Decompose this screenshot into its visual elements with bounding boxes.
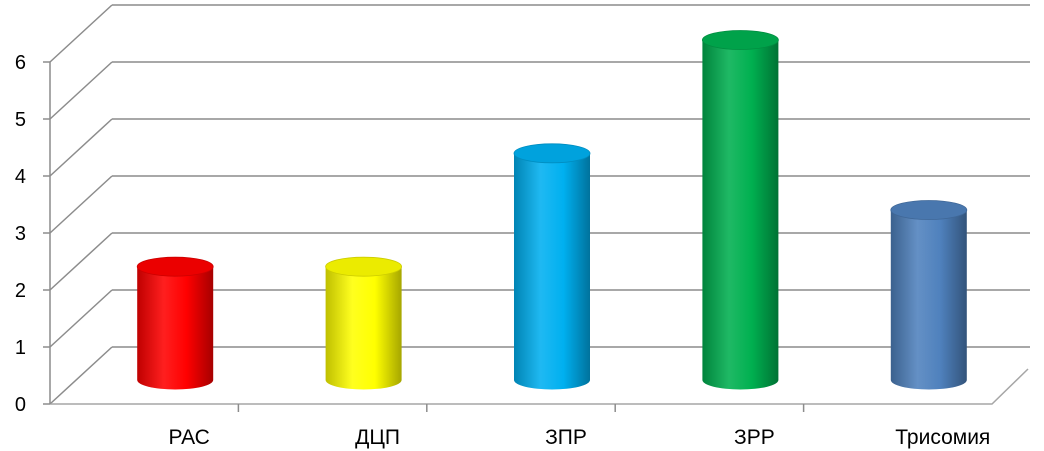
- bar-body: [702, 40, 779, 390]
- x-category-label: Трисомия: [895, 426, 990, 449]
- chart-axes: [43, 61, 1029, 412]
- bar-3: [513, 143, 591, 390]
- bar-body: [137, 266, 214, 390]
- y-tick-label: 0: [15, 394, 26, 416]
- y-tick-label: 6: [15, 52, 26, 74]
- bar-top: [513, 143, 591, 164]
- bar-body: [890, 210, 967, 390]
- x-category-label: ЗРР: [734, 426, 775, 449]
- side-gridline: [49, 232, 113, 291]
- side-gridline: [49, 289, 113, 348]
- side-gridline: [49, 175, 113, 234]
- side-gridline: [49, 346, 113, 405]
- bar-top: [325, 256, 403, 277]
- side-gridline: [49, 4, 113, 63]
- bar-top: [702, 30, 779, 50]
- bar-1: [136, 256, 214, 390]
- x-category-label: РАС: [169, 426, 210, 449]
- bar-2: [325, 256, 403, 390]
- bar-4: [702, 30, 779, 390]
- bar-body: [514, 153, 590, 390]
- bar-top: [890, 200, 968, 220]
- x-axis-category-labels: РАС ДЦП ЗПР ЗРР Трисомия: [169, 426, 991, 449]
- y-tick-label: 1: [15, 337, 26, 359]
- y-axis-tick-labels: 0 1 2 3 4 5 6: [15, 52, 26, 416]
- y-tick-label: 3: [15, 223, 26, 245]
- side-gridline: [49, 61, 113, 120]
- y-tick-label: 2: [15, 280, 26, 302]
- x-category-label: ЗПР: [545, 426, 587, 449]
- x-category-label: ДЦП: [355, 426, 400, 449]
- bar-5: [890, 200, 968, 390]
- y-tick-label: 5: [15, 109, 26, 131]
- bar-top: [136, 256, 214, 277]
- bar-body: [325, 266, 402, 390]
- y-tick-label: 4: [15, 166, 26, 188]
- side-gridline: [49, 118, 113, 177]
- chart-bars: [136, 30, 968, 390]
- chart-floor: [50, 368, 1029, 405]
